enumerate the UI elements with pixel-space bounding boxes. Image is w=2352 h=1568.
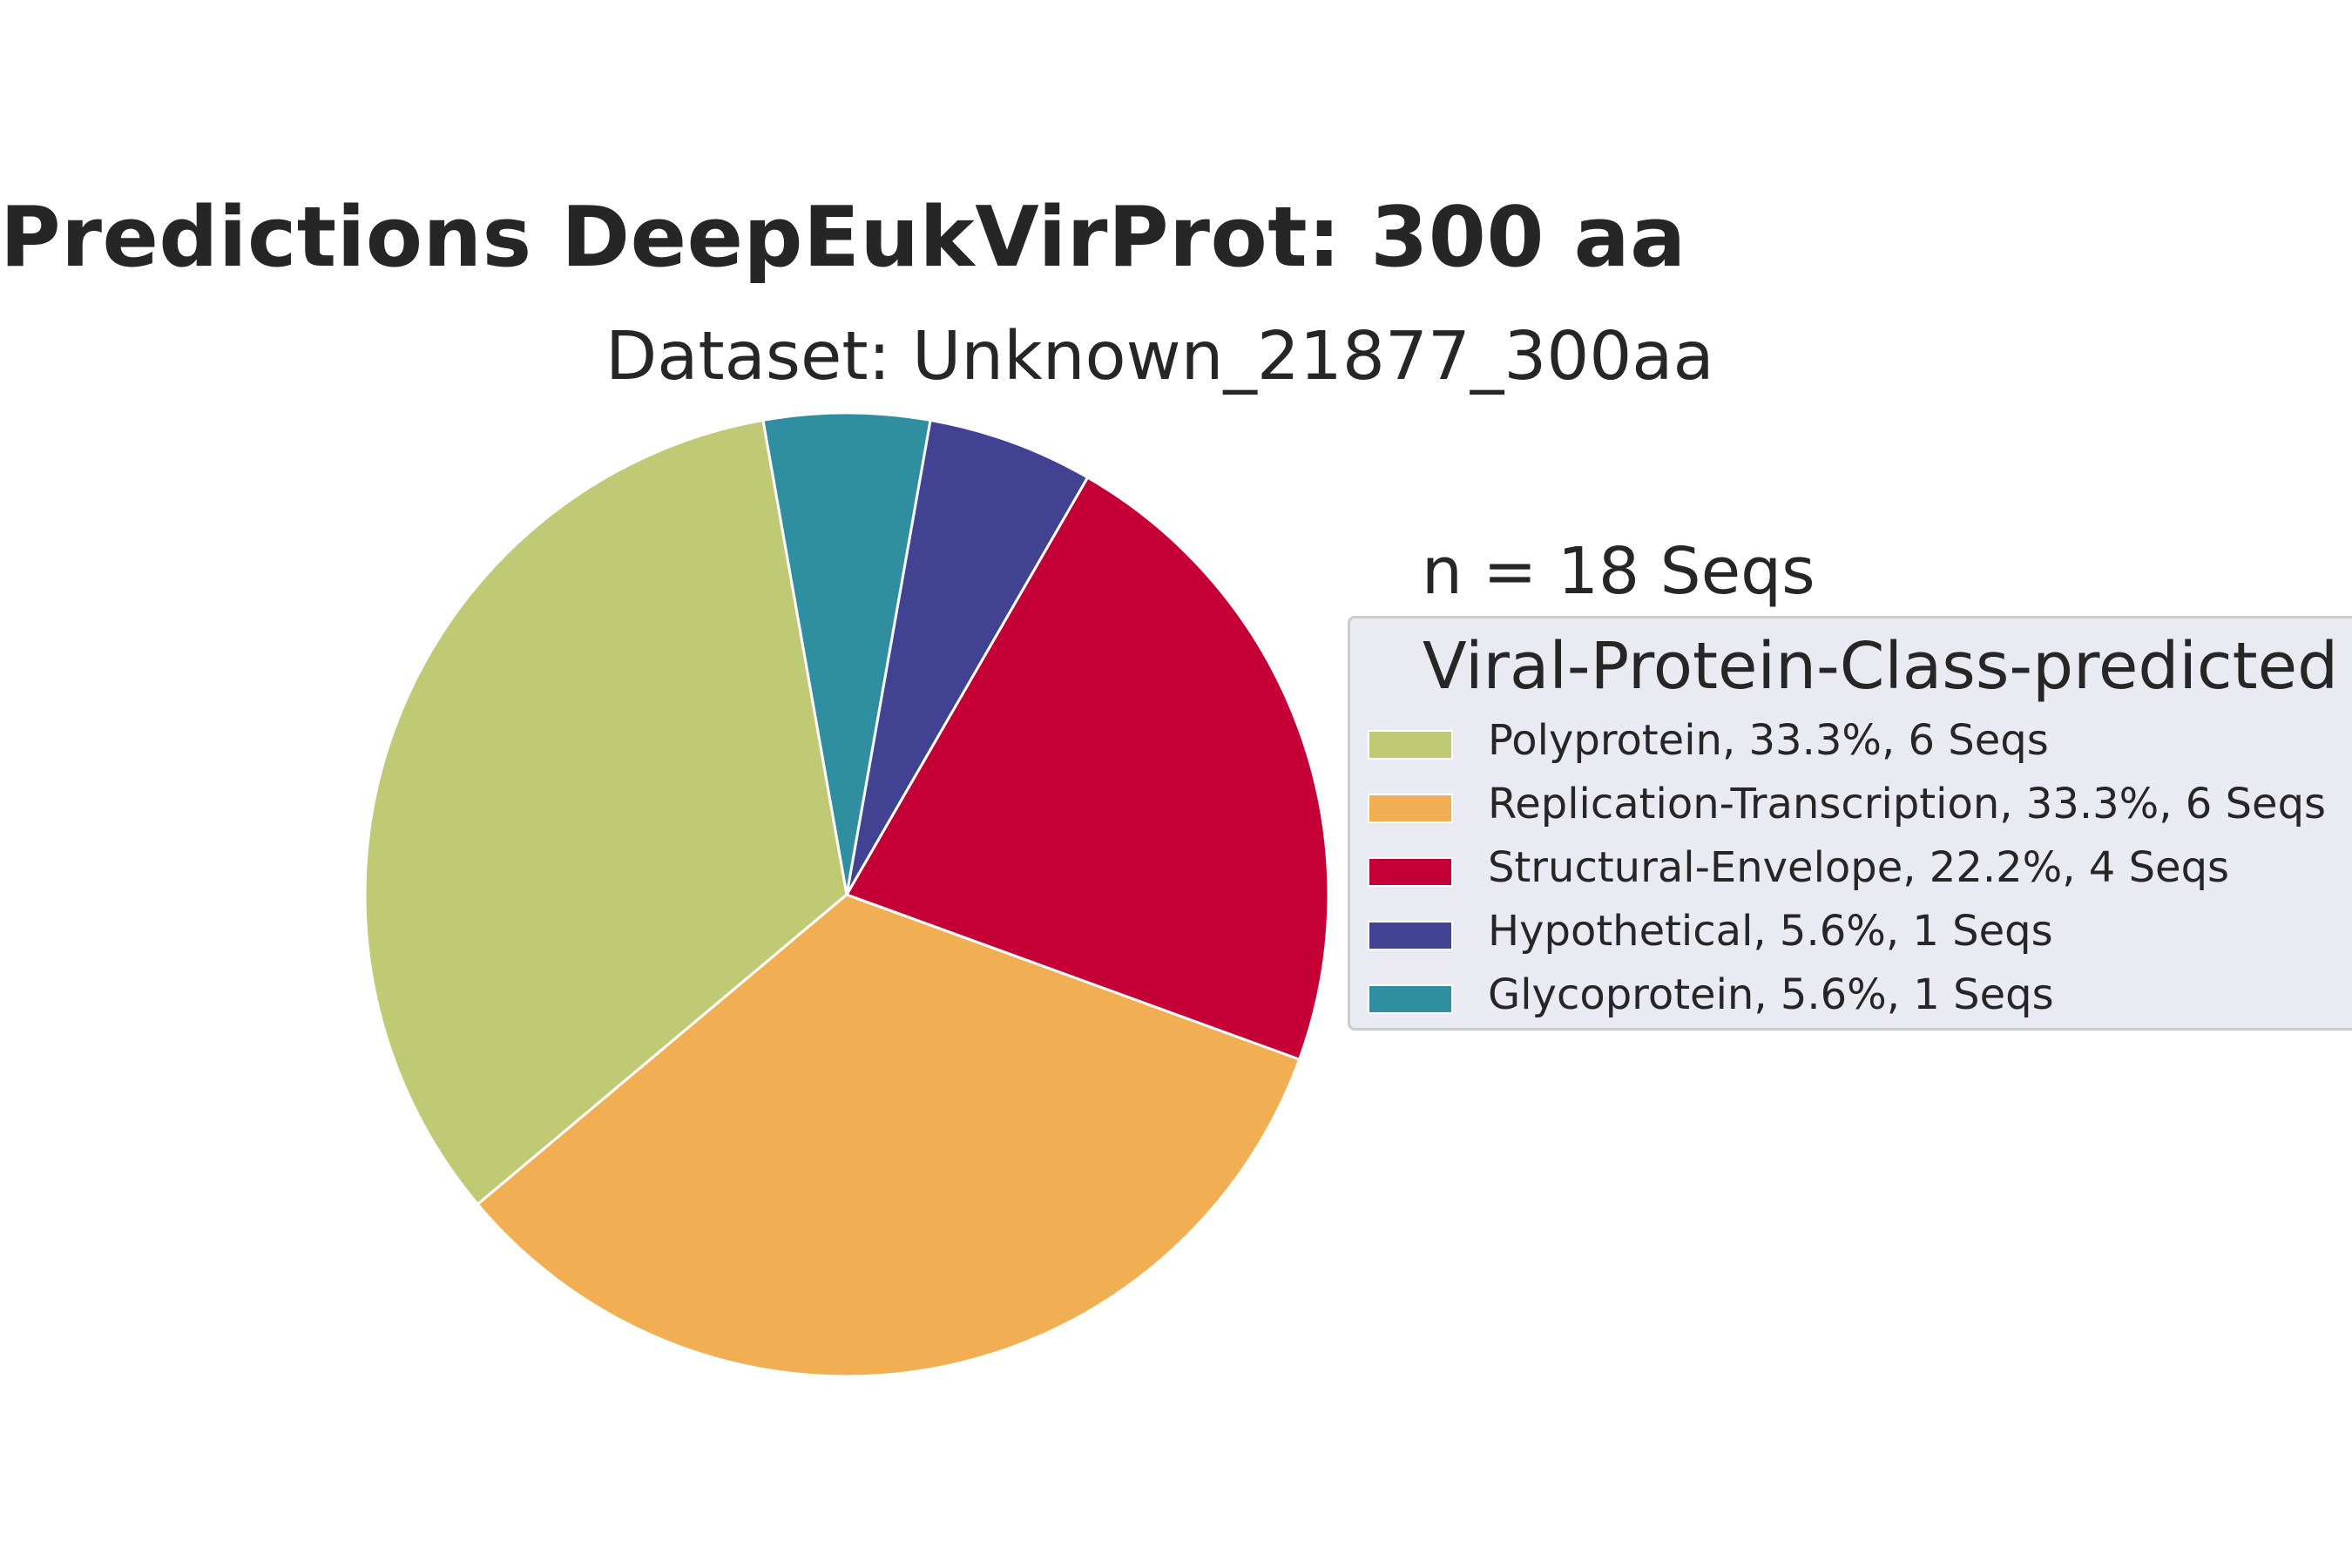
legend-swatch-polyprotein [1368,730,1453,760]
legend: Viral-Protein-Class-predicted Polyprotei… [1348,616,2352,1031]
legend-label-hypothetical: Hypothetical, 5.6%, 1 Seqs [1488,905,2053,957]
legend-title: Viral-Protein-Class-predicted [1423,629,2338,704]
legend-label-glycoprotein: Glycoprotein, 5.6%, 1 Seqs [1488,969,2054,1021]
legend-label-replication-transcription: Replication-Transcription, 33.3%, 6 Seqs [1488,778,2326,830]
legend-swatch-hypothetical [1368,921,1453,950]
chart-title: Predictions DeepEukVirProt: 300 aa [0,190,1686,286]
legend-label-polyprotein: Polyprotein, 33.3%, 6 Seqs [1488,714,2049,767]
legend-swatch-replication-transcription [1368,794,1453,823]
legend-swatch-structural-envelope [1368,857,1453,887]
sample-count-label: n = 18 Seqs [1422,534,1815,609]
chart-subtitle: Dataset: Unknown_21877_300aa [605,318,1714,395]
legend-label-structural-envelope: Structural-Envelope, 22.2%, 4 Seqs [1488,841,2229,894]
legend-swatch-glycoprotein [1368,984,1453,1014]
